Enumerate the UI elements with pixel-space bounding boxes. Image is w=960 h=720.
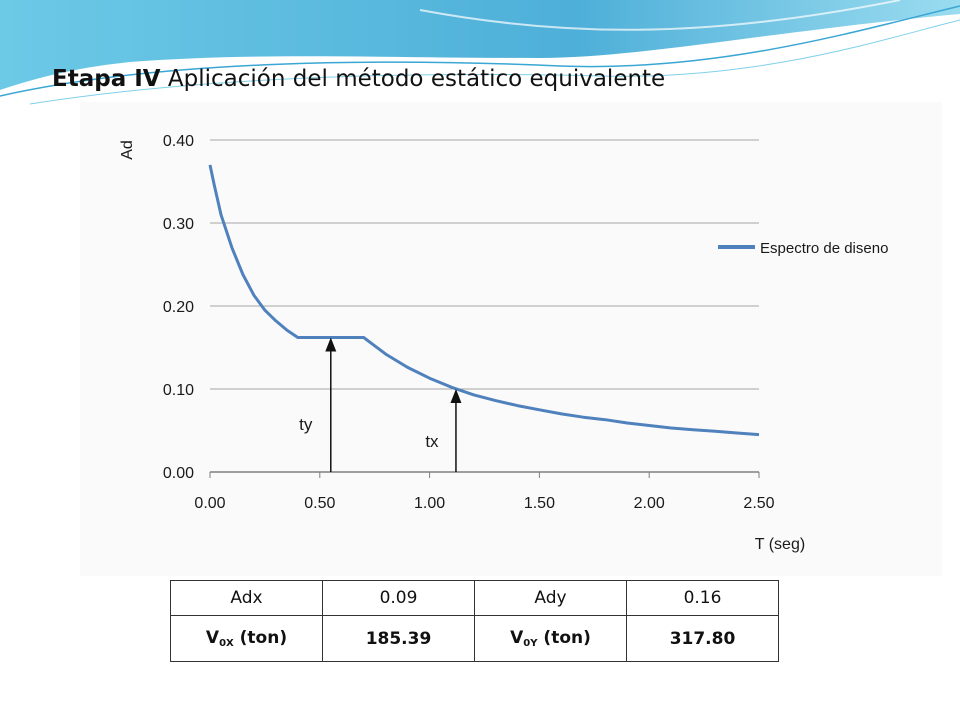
slide-title: Etapa IV Aplicación del método estático … xyxy=(52,66,665,92)
v0x-subscript: 0X xyxy=(219,638,234,649)
table-row: V0X (ton) 185.39 V0Y (ton) 317.80 xyxy=(170,615,779,662)
table-row: Adx 0.09 Ady 0.16 xyxy=(170,580,779,616)
y-tick-label: 0.20 xyxy=(163,299,194,316)
chart-panel xyxy=(80,102,942,576)
slide-title-bold: Etapa IV xyxy=(52,66,161,92)
slide-title-text: Aplicación del método estático equivalen… xyxy=(167,66,666,92)
x-axis-ticks: 0.00 0.50 1.00 1.50 2.00 2.50 xyxy=(194,472,775,512)
x-tick-label: 1.50 xyxy=(524,495,555,512)
y-tick-label: 0.10 xyxy=(163,382,194,399)
table-cell-v0x-label: V0X (ton) xyxy=(170,615,323,662)
series-line-espectro xyxy=(208,164,760,437)
spectrum-chart: 0.00 0.50 1.00 1.50 2.00 2.50 0.00 0.10 0.20 0.3… xyxy=(80,102,942,576)
results-table: Adx 0.09 Ady 0.16 V0X (ton) 185.39 V0Y (… xyxy=(170,580,779,662)
x-tick-label: 2.50 xyxy=(743,495,774,512)
legend-label: Espectro de diseno xyxy=(760,240,888,257)
v0x-unit: (ton) xyxy=(233,628,288,648)
arrowhead-ty xyxy=(325,337,337,352)
x-tick-label: 1.00 xyxy=(414,495,445,512)
x-axis-label: T (seg) xyxy=(755,536,805,553)
y-tick-label: 0.00 xyxy=(163,465,194,482)
v0y-unit: (ton) xyxy=(537,628,591,648)
table-cell-adx-value: 0.09 xyxy=(322,580,475,616)
v0y-symbol: V xyxy=(510,628,524,648)
chart-gridlines xyxy=(210,139,759,473)
v0x-symbol: V xyxy=(205,628,220,648)
v0y-subscript: 0Y xyxy=(523,638,538,649)
y-axis-ticks: 0.00 0.10 0.20 0.30 0.40 xyxy=(163,133,194,482)
period-arrows: ty tx xyxy=(299,337,462,472)
table-cell-v0y-value: 317.80 xyxy=(626,615,779,662)
annotation-label-tx: tx xyxy=(425,432,439,451)
y-tick-label: 0.40 xyxy=(163,133,194,150)
table-cell-v0y-label: V0Y (ton) xyxy=(474,615,627,662)
y-tick-label: 0.30 xyxy=(163,216,194,233)
y-axis-label: Ad xyxy=(119,140,136,160)
table-cell-ady-value: 0.16 xyxy=(626,580,779,616)
table-cell-v0x-value: 185.39 xyxy=(322,615,475,662)
x-tick-label: 2.00 xyxy=(634,495,665,512)
x-tick-label: 0.00 xyxy=(194,495,225,512)
table-cell-adx-label: Adx xyxy=(170,580,323,616)
table-cell-ady-label: Ady xyxy=(474,580,627,616)
decorative-wave-header xyxy=(0,0,960,105)
x-tick-label: 0.50 xyxy=(304,495,335,512)
arrowhead-tx xyxy=(450,389,462,403)
annotation-label-ty: ty xyxy=(299,415,313,434)
